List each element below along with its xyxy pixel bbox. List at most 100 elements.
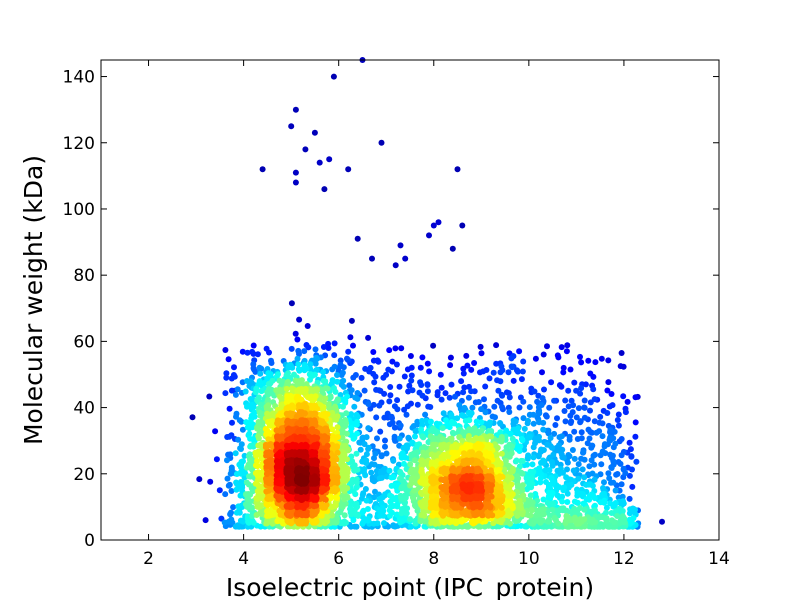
data-point [448, 381, 455, 388]
data-point [264, 391, 271, 398]
data-point [443, 443, 450, 450]
data-point [549, 459, 556, 466]
data-point [334, 495, 341, 501]
data-point [590, 386, 597, 393]
data-point [486, 442, 492, 448]
data-point [564, 459, 571, 466]
data-point [324, 442, 331, 449]
data-point [265, 381, 272, 388]
data-point [320, 369, 327, 376]
data-point [468, 388, 475, 395]
data-point [263, 501, 270, 507]
data-point [560, 364, 567, 371]
data-point [463, 466, 470, 473]
data-point [239, 482, 246, 489]
data-point [508, 363, 515, 370]
data-point [284, 379, 291, 386]
data-point [253, 385, 260, 392]
data-point [227, 511, 234, 518]
data-point [555, 520, 562, 527]
data-point [249, 424, 256, 431]
data-point [301, 363, 308, 370]
data-point [360, 490, 367, 497]
data-point [307, 376, 313, 383]
data-point [468, 410, 475, 417]
data-point [471, 512, 478, 518]
data-point [448, 435, 455, 442]
data-point [295, 361, 302, 368]
data-point [245, 481, 252, 488]
data-point [387, 503, 394, 510]
data-point [288, 300, 295, 307]
data-point [454, 166, 461, 173]
data-point [247, 435, 254, 442]
data-point [327, 394, 334, 401]
data-point [243, 419, 250, 426]
data-point [454, 415, 461, 422]
data-point [262, 444, 269, 451]
data-point [276, 507, 283, 514]
data-point [429, 459, 436, 466]
data-point [469, 449, 476, 456]
data-point [277, 386, 283, 393]
data-point [429, 518, 436, 525]
data-point [361, 387, 368, 394]
data-point [591, 476, 598, 483]
data-point [593, 429, 600, 436]
data-point [484, 500, 491, 507]
data-point [363, 457, 370, 464]
data-point [223, 370, 230, 377]
data-point [361, 441, 368, 448]
data-point [340, 377, 347, 384]
data-point [417, 518, 424, 525]
data-point [485, 453, 492, 460]
data-point [499, 404, 505, 410]
data-point [581, 414, 588, 421]
data-point [460, 413, 467, 419]
data-point [506, 476, 513, 483]
data-point [414, 418, 421, 425]
data-point [222, 390, 229, 397]
data-point [348, 317, 355, 324]
data-point [376, 387, 382, 394]
data-point [285, 412, 291, 418]
data-point [371, 494, 378, 501]
data-point [296, 316, 303, 323]
data-point [377, 428, 384, 435]
data-point [603, 504, 610, 511]
data-point [569, 447, 576, 453]
data-point [258, 421, 265, 427]
data-point [391, 436, 398, 442]
data-point [450, 484, 457, 491]
data-point [426, 232, 432, 239]
data-point [412, 433, 418, 440]
data-point [362, 486, 369, 492]
data-point [530, 444, 537, 451]
data-point [607, 451, 614, 458]
data-point [632, 394, 639, 401]
data-point [298, 519, 305, 526]
data-point [452, 393, 458, 400]
data-point [560, 369, 567, 376]
data-point [359, 509, 366, 516]
data-point [300, 386, 307, 393]
data-point [327, 493, 334, 499]
data-point [408, 372, 415, 379]
data-point [490, 520, 497, 527]
data-point [439, 425, 446, 432]
data-point [507, 520, 513, 527]
data-point [325, 345, 332, 351]
data-point [568, 522, 574, 528]
data-point [612, 508, 619, 515]
data-point [207, 478, 214, 485]
data-point [296, 351, 302, 357]
data-point [482, 383, 489, 390]
data-point [242, 388, 249, 395]
data-point [497, 420, 504, 427]
data-point [268, 357, 274, 364]
data-point [575, 405, 582, 412]
data-point [311, 129, 318, 136]
data-point [607, 500, 614, 507]
data-point [322, 385, 329, 392]
data-point [239, 348, 246, 355]
